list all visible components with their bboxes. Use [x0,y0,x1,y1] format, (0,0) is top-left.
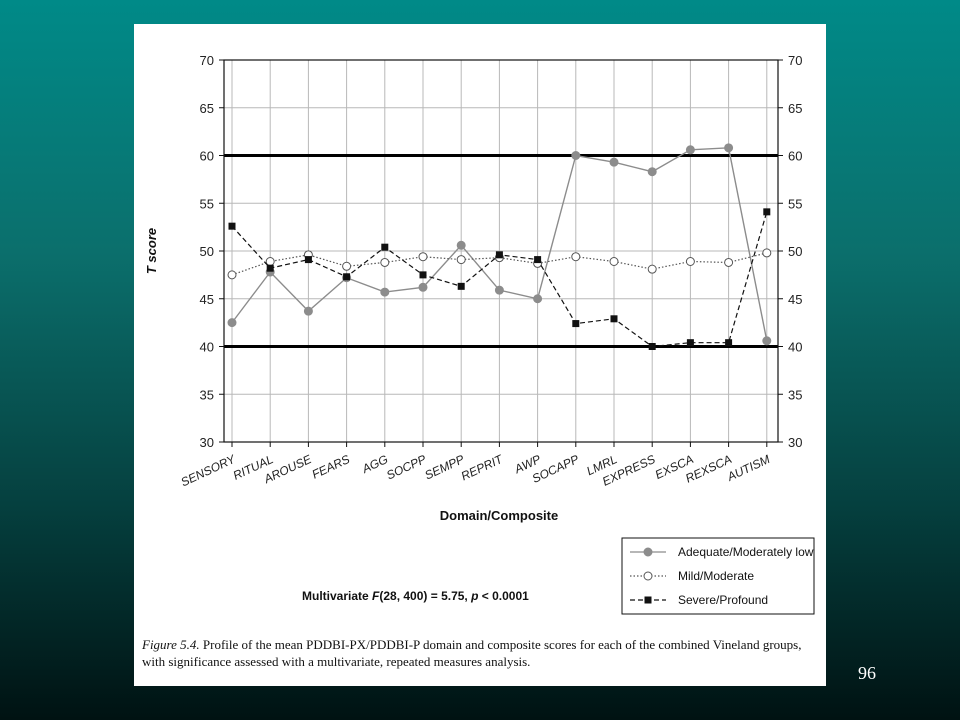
y-tick-label: 70 [200,53,214,68]
data-point-2 [686,339,694,347]
data-point-1 [380,257,390,267]
data-point-0 [494,285,504,295]
y-tick-label: 40 [200,340,214,355]
x-tick-label: SOCPP [384,452,428,482]
y-tick-label-right: 40 [788,340,802,355]
data-point-2 [381,243,389,251]
legend-swatch-marker [643,547,653,557]
x-tick-label: REPRIT [459,451,506,483]
data-point-2 [304,256,312,264]
y-tick-label-right: 60 [788,149,802,164]
data-point-0 [647,167,657,177]
data-point-2 [419,271,427,279]
data-point-2 [725,339,733,347]
stat-f: F [372,589,380,603]
y-tick-label: 35 [200,387,214,402]
data-point-1 [418,252,428,262]
data-point-0 [227,318,237,328]
stat-prefix: Multivariate [302,589,373,603]
y-tick-label: 30 [200,435,214,450]
data-point-0 [418,282,428,292]
data-point-2 [610,315,618,323]
data-point-2 [266,264,274,272]
y-axis-title: T score [144,228,159,274]
stat-suffix: < 0.0001 [478,589,529,603]
x-tick-label: AUTISM [724,452,772,484]
data-point-2 [228,222,236,230]
data-point-0 [380,287,390,297]
data-point-2 [495,251,503,259]
y-tick-label-right: 35 [788,387,802,402]
stat-middle: (28, 400) = 5.75, [379,589,472,603]
multivariate-stat: Multivariate F(28, 400) = 5.75, p < 0.00… [302,589,529,603]
data-point-0 [303,306,313,316]
legend-box [621,537,815,615]
data-point-0 [609,157,619,167]
data-point-1 [609,257,619,267]
data-point-0 [762,336,772,346]
data-point-0 [724,143,734,153]
x-tick-label: FEARS [310,452,352,482]
page-number: 96 [858,663,876,683]
data-point-0 [533,294,543,304]
plot-frame [223,59,779,443]
data-point-2 [457,282,465,290]
data-point-2 [648,343,656,350]
data-point-0 [571,151,581,160]
data-point-2 [572,320,580,328]
y-tick-label: 50 [200,244,214,259]
legend-label: Severe/Profound [678,593,768,607]
y-tick-label-right: 45 [788,292,802,307]
legend-label: Mild/Moderate [678,569,754,583]
line-chart: 30 30 35 35 40 40 45 45 50 50 55 55 60 60 65 65 70 70 SENS… [144,53,815,615]
y-tick-label-right: 30 [788,435,802,450]
y-tick-label: 60 [200,149,214,164]
data-point-1 [647,264,657,274]
legend-swatch-marker [643,571,653,581]
y-tick-label: 45 [200,292,214,307]
data-point-2 [534,256,542,264]
figure-label: Figure 5.4. [142,637,200,652]
y-tick-label-right: 55 [788,196,802,211]
data-point-1 [762,248,772,258]
data-point-1 [571,252,581,262]
y-tick-label: 55 [200,196,214,211]
figure-caption: Figure 5.4. Profile of the mean PDDBI-PX… [142,636,818,670]
data-point-2 [343,273,351,281]
y-tick-label: 65 [200,101,214,116]
x-tick-label: SENSORY [179,452,239,490]
data-point-1 [724,257,734,267]
legend-swatch-marker [644,596,652,604]
data-point-1 [227,270,237,280]
stat-p: p [471,589,479,603]
legend-label: Adequate/Moderately low [678,545,814,559]
data-point-0 [456,240,466,250]
data-point-1 [685,257,695,267]
figure-card: 30 30 35 35 40 40 45 45 50 50 55 55 60 60 65 65 70 70 SENS… [134,24,826,686]
x-tick-label: SEMPP [422,452,466,482]
data-point-1 [342,261,352,271]
data-point-2 [763,208,771,216]
data-point-0 [685,145,695,155]
y-tick-label-right: 65 [788,101,802,116]
y-tick-label-right: 50 [788,244,802,259]
x-axis-title: Domain/Composite [440,508,558,523]
y-tick-label-right: 70 [788,53,802,68]
data-point-1 [456,255,466,265]
caption-text: Profile of the mean PDDBI-PX/PDDBI-P dom… [142,637,802,669]
